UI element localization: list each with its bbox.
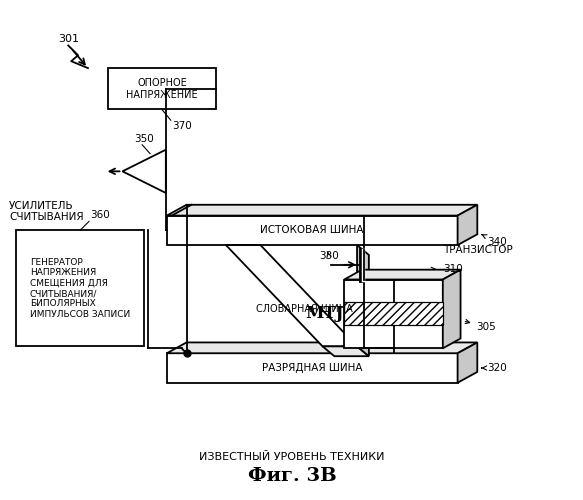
Polygon shape (344, 280, 443, 348)
Text: 360: 360 (90, 210, 110, 220)
Polygon shape (167, 216, 458, 245)
Text: 310: 310 (443, 264, 462, 274)
Text: Фиг. 3В: Фиг. 3В (248, 467, 336, 485)
Text: ОПОРНОЕ
НАПРЯЖЕНИЕ: ОПОРНОЕ НАПРЯЖЕНИЕ (126, 78, 198, 100)
Text: ИСТОКОВАЯ ШИНА: ИСТОКОВАЯ ШИНА (261, 226, 364, 235)
Text: ИЗВЕСТНЫЙ УРОВЕНЬ ТЕХНИКИ: ИЗВЕСТНЫЙ УРОВЕНЬ ТЕХНИКИ (199, 452, 385, 462)
Polygon shape (322, 346, 369, 356)
Polygon shape (458, 205, 477, 245)
Polygon shape (458, 342, 477, 383)
Polygon shape (226, 245, 357, 346)
Text: 370: 370 (172, 121, 191, 131)
Bar (344, 302, 443, 324)
Bar (344, 302, 443, 324)
Text: ГЕНЕРАТОР
НАПРЯЖЕНИЯ
СМЕЩЕНИЯ ДЛЯ
СЧИТЫВАНИЯ/
БИПОЛЯРНЫХ
ИМПУЛЬСОВ ЗАПИСИ: ГЕНЕРАТОР НАПРЯЖЕНИЯ СМЕЩЕНИЯ ДЛЯ СЧИТЫВ… (30, 258, 130, 319)
Text: 301: 301 (58, 34, 79, 43)
Polygon shape (167, 205, 477, 216)
Bar (108, 68, 216, 110)
Polygon shape (167, 353, 458, 383)
Text: 320: 320 (482, 363, 507, 373)
Bar (16, 230, 144, 346)
Polygon shape (344, 270, 461, 280)
Text: УСИЛИТЕЛЬ
СЧИТЫВАНИЯ: УСИЛИТЕЛЬ СЧИТЫВАНИЯ (9, 201, 84, 222)
Text: ТРАНЗИСТОР: ТРАНЗИСТОР (443, 245, 512, 255)
Polygon shape (443, 270, 461, 348)
Text: 340: 340 (482, 234, 507, 247)
Text: СЛОВАРНАЯ ШИНА: СЛОВАРНАЯ ШИНА (255, 304, 352, 314)
Polygon shape (122, 150, 166, 193)
Text: РАЗРЯДНАЯ ШИНА: РАЗРЯДНАЯ ШИНА (262, 363, 363, 373)
Text: 330: 330 (319, 251, 339, 261)
Text: MTJ: MTJ (305, 306, 343, 322)
Text: 305: 305 (465, 320, 496, 332)
Text: 350: 350 (134, 134, 154, 144)
Polygon shape (167, 342, 477, 353)
Polygon shape (357, 245, 369, 356)
